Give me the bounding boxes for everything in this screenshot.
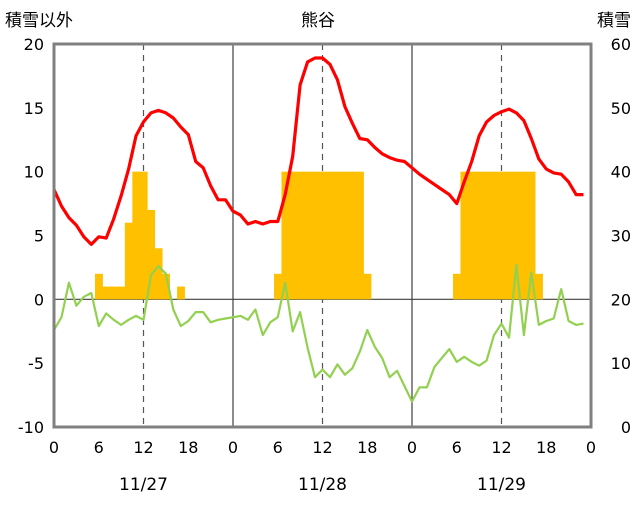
right-tick-label: 60 — [611, 35, 631, 54]
x-tick-label: 6 — [273, 438, 283, 457]
snow-bar — [303, 171, 312, 300]
left-tick-label: -10 — [18, 418, 44, 437]
snow-bar — [497, 171, 506, 300]
snow-bar — [482, 171, 491, 300]
snow-bar — [348, 171, 357, 300]
x-tick-label: 12 — [133, 438, 153, 457]
left-axis-label: 積雪以外 — [5, 11, 73, 31]
date-label: 11/28 — [298, 475, 347, 495]
snow-bar — [117, 286, 126, 300]
snow-bar — [95, 273, 103, 300]
snow-bar — [341, 171, 350, 300]
snow-bar — [281, 171, 290, 300]
left-tick-label: 0 — [34, 290, 44, 309]
date-label: 11/27 — [119, 475, 168, 495]
snow-bar — [139, 171, 148, 300]
left-tick-label: 5 — [34, 227, 44, 246]
snow-bar — [356, 171, 364, 300]
plot-frame — [52, 42, 593, 429]
snow-bar — [102, 286, 111, 300]
snow-bar — [311, 171, 320, 300]
x-tick-label: 6 — [94, 438, 104, 457]
chart-title: 熊谷 — [301, 11, 335, 31]
snow-bar — [147, 209, 156, 300]
snow-bar — [453, 273, 461, 300]
left-tick-label: -5 — [28, 354, 44, 373]
snow-bar — [109, 286, 118, 300]
x-tick-label: 12 — [491, 438, 511, 457]
snow-bar — [475, 171, 484, 300]
snow-bar — [326, 171, 335, 300]
left-tick-label: 10 — [24, 163, 44, 182]
date-label: 11/29 — [477, 475, 526, 495]
snow-bar — [177, 286, 185, 300]
right-tick-label: 20 — [611, 290, 631, 309]
snow-bar — [467, 171, 476, 300]
snow-bar — [162, 273, 171, 300]
x-tick-label: 18 — [536, 438, 556, 457]
snow-bar — [520, 171, 529, 300]
x-tick-label: 6 — [452, 438, 462, 457]
right-axis-label: 積雪 — [597, 11, 631, 31]
snow-bar — [288, 171, 297, 300]
x-tick-label: 0 — [228, 438, 238, 457]
x-tick-label: 0 — [49, 438, 59, 457]
x-tick-label: 0 — [586, 438, 596, 457]
right-tick-label: 0 — [621, 418, 631, 437]
red-series-line — [52, 56, 584, 246]
snow-bar — [505, 171, 514, 300]
snow-bar — [333, 171, 342, 300]
snow-bar — [512, 171, 521, 300]
right-tick-label: 50 — [611, 99, 631, 118]
bar-layer — [95, 171, 543, 300]
right-tick-label: 10 — [611, 354, 631, 373]
snow-bar — [154, 248, 163, 300]
snow-bar — [274, 273, 282, 300]
right-tick-label: 30 — [611, 227, 631, 246]
x-tick-label: 18 — [178, 438, 198, 457]
snow-bar — [132, 171, 141, 300]
x-tick-label: 0 — [407, 438, 417, 457]
snow-bar — [124, 222, 133, 300]
snow-bar — [535, 273, 543, 300]
snow-bar — [363, 273, 372, 300]
right-tick-label: 40 — [611, 163, 631, 182]
snow-bar — [460, 171, 469, 300]
left-tick-label: 20 — [24, 35, 44, 54]
left-tick-label: 15 — [24, 99, 44, 118]
x-tick-label: 18 — [357, 438, 377, 457]
snow-bar — [296, 171, 305, 300]
green-series-line — [53, 263, 584, 403]
x-tick-label: 12 — [312, 438, 332, 457]
snow-bar — [490, 171, 499, 300]
snow-bar — [527, 171, 536, 300]
snow-bar — [318, 171, 327, 300]
